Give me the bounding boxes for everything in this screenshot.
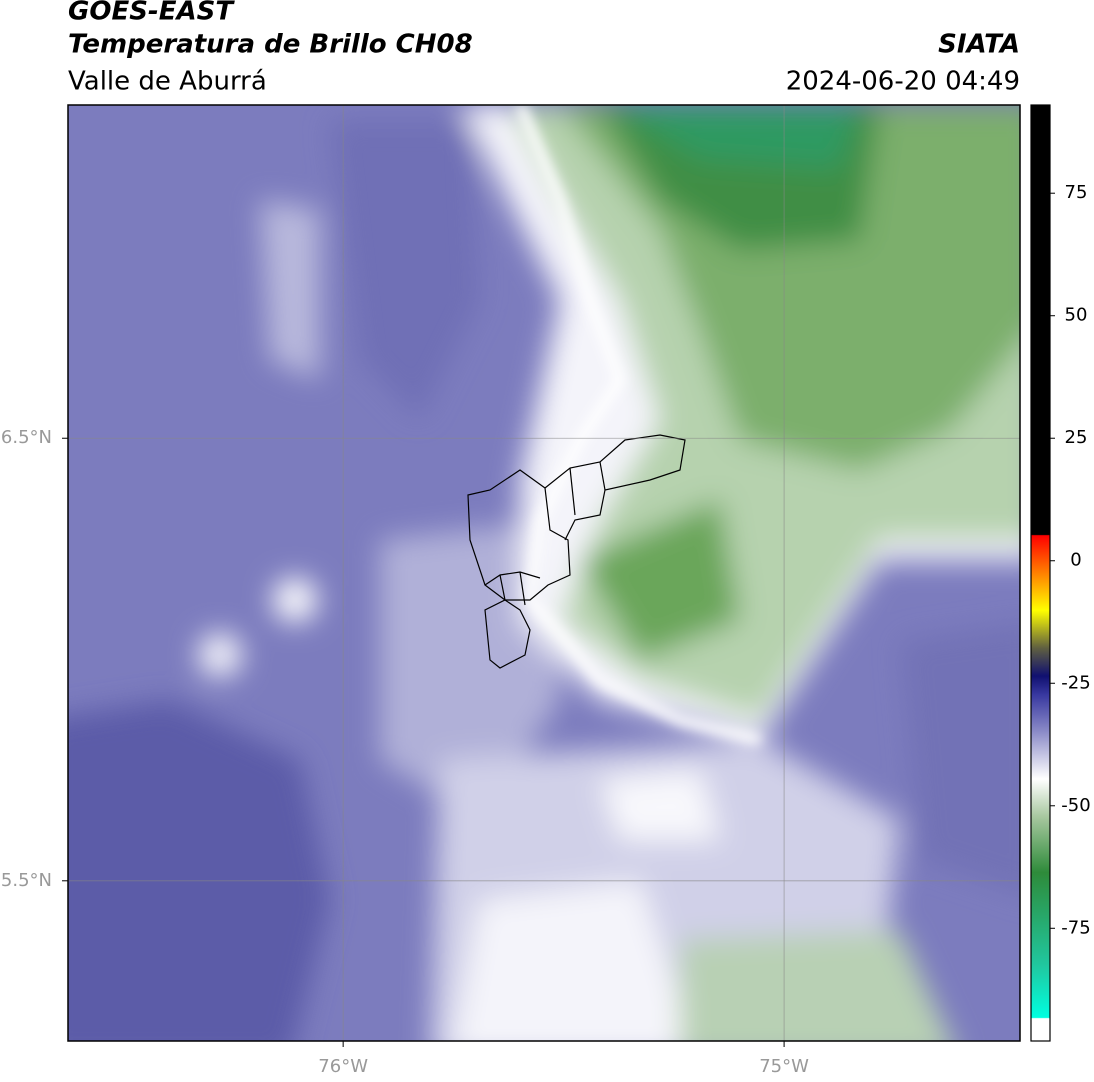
graticule: [68, 105, 1020, 1041]
lat-tick-label: 5.5°N: [1, 870, 52, 891]
lon-tick-label: 75°W: [759, 1056, 809, 1077]
region: Valle de Aburrá: [68, 67, 267, 97]
colorbar-tick-label: 25: [1065, 427, 1088, 448]
lat-tick-label: 6.5°N: [1, 427, 52, 448]
colorbar-tick-label: -75: [1061, 917, 1090, 938]
colorbar: [1030, 104, 1051, 1042]
colorbar-tick-label: 50: [1065, 305, 1088, 326]
timestamp: 2024-06-20 04:49: [786, 67, 1020, 97]
colorbar-tick-label: 0: [1070, 550, 1081, 571]
map-frame: [67, 104, 1021, 1042]
colorbar-tick-label: 75: [1065, 182, 1088, 203]
source: SIATA: [938, 30, 1020, 60]
satellite-image: [68, 105, 1020, 1041]
title: GOES-EAST: [68, 0, 235, 27]
subtitle: Temperatura de Brillo CH08: [68, 30, 473, 60]
colorbar-tick-label: -50: [1061, 795, 1090, 816]
lon-tick-label: 76°W: [318, 1056, 368, 1077]
colorbar-tick-label: -25: [1061, 672, 1090, 693]
